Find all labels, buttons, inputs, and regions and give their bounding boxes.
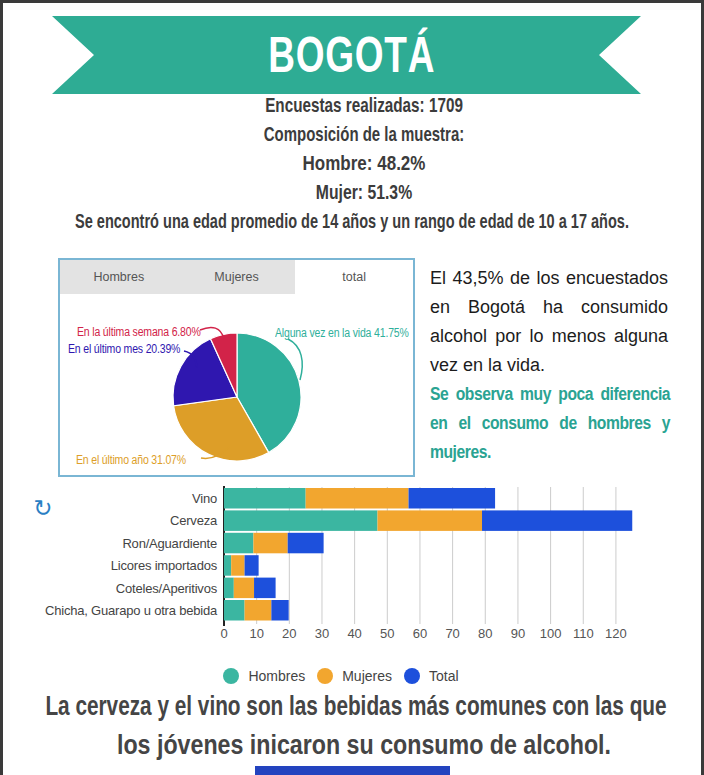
caption-line2: los jóvenes inicaron su consumo de alcoh… <box>0 729 704 761</box>
tab-hombres[interactable]: Hombres <box>60 260 178 294</box>
legend-label: Mujeres <box>342 668 392 684</box>
pie-tabs: Hombres Mujeres total <box>60 260 413 294</box>
x-tick-label: 120 <box>605 626 627 641</box>
legend-dot <box>223 668 239 684</box>
legend-item-mujeres[interactable]: Mujeres <box>317 668 392 684</box>
stat-edad: Se encontró una edad promedio de 14 años… <box>0 206 704 235</box>
bar-segment-total <box>288 533 324 554</box>
x-tick-label: 110 <box>573 626 594 641</box>
bar-segment-hombres <box>224 578 234 599</box>
pie-label-alguna-vez: Alguna vez en la vida 41.75% <box>275 326 409 340</box>
category-label: Chicha, Guarapo u otra bebida <box>45 603 218 618</box>
x-tick-label: 80 <box>478 626 492 641</box>
bar-segment-mujeres <box>306 488 409 509</box>
bar-segment-hombres <box>224 533 253 554</box>
survey-stats: Encuestas realizadas: 1709 Composición d… <box>0 90 704 235</box>
category-label: Coteles/Aperitivos <box>116 581 218 596</box>
stat-composicion: Composición de la muestra: <box>0 119 704 148</box>
summary-text-black: El 43,5% de los encuestados en Bogotá ha… <box>430 264 668 380</box>
legend-label: Hombres <box>248 668 305 684</box>
stat-mujer: Mujer: 51.3% <box>0 177 704 206</box>
x-tick-label: 60 <box>413 626 427 641</box>
legend-item-total[interactable]: Total <box>404 668 459 684</box>
pie-chart <box>60 294 413 477</box>
x-tick-label: 70 <box>445 626 459 641</box>
pie-label-ultima-semana: En la última semana 6.80% <box>77 325 201 339</box>
x-tick-label: 50 <box>380 626 394 641</box>
bar-segment-hombres <box>224 555 231 576</box>
pie-chart-panel: Hombres Mujeres total Alguna vez en la v… <box>58 258 415 477</box>
infographic-page: BOGOTÁ Encuestas realizadas: 1709 Compos… <box>0 0 704 775</box>
bar-segment-mujeres <box>253 533 287 554</box>
tab-total[interactable]: total <box>295 260 413 294</box>
bar-segment-total <box>245 555 259 576</box>
x-tick-label: 0 <box>220 626 227 641</box>
bar-segment-hombres <box>224 600 245 621</box>
tab-mujeres[interactable]: Mujeres <box>178 260 296 294</box>
city-title: BOGOTÁ <box>268 26 435 84</box>
category-label: Ron/Aguardiente <box>122 536 217 551</box>
pie-label-ultimo-ano: En el último año 31.07% <box>76 453 186 467</box>
category-label: Vino <box>192 491 217 506</box>
bar-chart: 0 10 20 30 40 50 60 70 80 90 100 110 120 Vino Cerveza R… <box>0 483 704 648</box>
category-label: Cerveza <box>170 513 218 528</box>
x-tick-label: 40 <box>347 626 361 641</box>
pie-label-ultimo-mes: En el último mes 20.39% <box>68 342 180 356</box>
bar-segment-mujeres <box>378 510 483 531</box>
bar-segment-total <box>409 488 496 509</box>
bar-segment-hombres <box>224 488 306 509</box>
stat-encuestas: Encuestas realizadas: 1709 <box>0 90 704 119</box>
city-banner-ribbon: BOGOTÁ <box>52 16 641 94</box>
caption-line1: La cerveza y el vino son las bebidas más… <box>0 690 704 722</box>
x-tick-label: 90 <box>511 626 525 641</box>
x-tick-label: 20 <box>282 626 296 641</box>
bar-segment-total <box>271 600 288 621</box>
bar-segment-mujeres <box>231 555 244 576</box>
bar-segment-mujeres <box>234 578 254 599</box>
legend-dot <box>317 668 333 684</box>
x-tick-label: 100 <box>540 626 562 641</box>
legend-label: Total <box>429 668 459 684</box>
x-tick-label: 30 <box>315 626 329 641</box>
chart-legend: Hombres Mujeres Total <box>0 668 690 684</box>
x-tick-label: 10 <box>249 626 263 641</box>
stat-hombre: Hombre: 48.2% <box>0 148 704 177</box>
legend-item-hombres[interactable]: Hombres <box>223 668 305 684</box>
legend-dot <box>404 668 420 684</box>
bar-segment-hombres <box>224 510 378 531</box>
bar-segment-total <box>254 578 276 599</box>
summary-text-teal: Se observa muy poca diferencia en el con… <box>430 380 670 467</box>
bar-segment-total <box>482 510 632 531</box>
bar-segment-mujeres <box>245 600 272 621</box>
category-label: Licores importados <box>111 558 218 573</box>
next-section-ribbon-edge <box>255 766 450 775</box>
